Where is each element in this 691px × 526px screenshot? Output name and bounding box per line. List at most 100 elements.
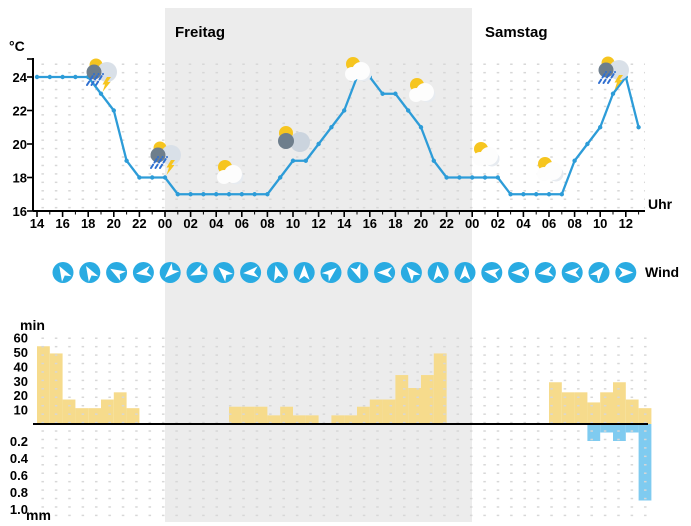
temperature-point — [34, 74, 40, 80]
dark-cloud-icon — [86, 64, 102, 80]
temp-y-tick-label: 24 — [13, 70, 28, 85]
wind-arrow-icon — [243, 266, 259, 278]
temperature-point — [534, 192, 539, 197]
temperature-point — [598, 125, 603, 130]
wind-arrow-icon — [538, 265, 554, 277]
hour-tick-label: 00 — [158, 216, 172, 231]
rain-streak-icon — [598, 71, 607, 84]
hour-tick-label: 06 — [542, 216, 556, 231]
cloud-icon — [480, 147, 498, 165]
lightning-icon — [166, 160, 175, 175]
dot-grid-sun-precip — [33, 331, 648, 520]
rain-streak-icon — [86, 73, 95, 86]
temperature-point — [278, 175, 283, 180]
hour-tick-label: 16 — [55, 216, 69, 231]
temperature-point — [457, 175, 462, 180]
temperature-point — [572, 158, 577, 163]
hour-tick-label: 20 — [107, 216, 121, 231]
temp-y-tick-label: 16 — [13, 204, 27, 219]
wind-arrow-icon — [350, 263, 361, 280]
temperature-point — [406, 108, 411, 113]
temp-axis-unit: °C — [9, 38, 25, 54]
temperature-point — [418, 125, 424, 130]
temperature-point — [226, 192, 232, 197]
hour-tick-label: 20 — [414, 216, 428, 231]
hour-tick-label: 06 — [235, 216, 249, 231]
wind-arrow-icon — [321, 267, 337, 282]
day-label-friday: Freitag — [175, 24, 226, 41]
wind-arrow-icon — [136, 265, 152, 277]
temperature-point — [610, 91, 616, 96]
temperature-point — [380, 91, 385, 96]
hour-tick-label: 18 — [81, 216, 95, 231]
temperature-point — [98, 91, 104, 96]
temperature-point — [559, 192, 564, 197]
wind-arrow-icon — [511, 267, 527, 278]
hour-tick-label: 04 — [209, 216, 224, 231]
lightning-icon — [102, 77, 111, 92]
hour-tick-label: 04 — [516, 216, 531, 231]
temperature-point — [47, 74, 52, 80]
cloud-icon — [290, 132, 310, 152]
wind-arrow-icon — [164, 263, 180, 278]
rain-streak-icon — [150, 156, 159, 169]
temperature-point — [188, 192, 193, 197]
rain-streak-icon — [602, 71, 612, 84]
rain-streak-icon — [95, 73, 104, 86]
wind-arrow-icon — [110, 268, 126, 282]
temperature-point — [585, 141, 590, 147]
wind-arrow-icon — [377, 267, 393, 278]
temperature-point — [111, 108, 117, 113]
weather-icon-sun-cloud — [217, 160, 244, 185]
wind-arrow-icon — [589, 266, 604, 282]
time-axis-unit: Uhr — [648, 196, 673, 212]
hour-tick-label: 12 — [311, 216, 325, 231]
temperature-point — [265, 192, 270, 197]
wind-arrow-icon — [564, 267, 580, 278]
temperature-point — [214, 192, 219, 197]
lightning-icon — [614, 75, 623, 90]
temperature-point — [60, 74, 65, 80]
weather-icon-thunderstorm — [598, 56, 629, 90]
temp-y-tick-label: 18 — [13, 171, 27, 186]
temperature-point — [636, 125, 641, 130]
hour-tick-label: 02 — [183, 216, 197, 231]
hour-tick-label: 08 — [260, 216, 274, 231]
weather-icon-sun-cloud — [409, 78, 436, 103]
hour-tick-label: 10 — [593, 216, 607, 231]
temperature-point — [137, 175, 142, 180]
temperature-point — [290, 158, 296, 163]
temperature-point — [482, 175, 488, 180]
wind-arrow-icon — [218, 267, 233, 282]
temperature-point — [495, 175, 500, 180]
weather-icon-thunderstorm — [86, 58, 117, 92]
sun-y-tick-label: 20 — [14, 388, 28, 403]
wind-arrow-icon — [298, 265, 310, 280]
cloud-icon — [416, 83, 434, 101]
hour-tick-label: 22 — [132, 216, 146, 231]
wind-arrow-icon — [618, 267, 634, 278]
precip-axis-unit: mm — [26, 507, 51, 523]
sun-y-tick-label: 50 — [14, 345, 28, 360]
temperature-point — [73, 74, 78, 80]
rain-streak-icon — [159, 156, 168, 169]
temperature-point — [201, 192, 206, 197]
hour-tick-label: 10 — [286, 216, 300, 231]
weather-icon-sun-cloud — [345, 57, 372, 82]
wind-arrow-icon — [59, 266, 72, 282]
temperature-point — [393, 91, 398, 96]
temperature-point — [150, 175, 155, 180]
hour-tick-label: 12 — [619, 216, 633, 231]
wind-arrow-icon — [274, 265, 285, 282]
wind-arrow-icon — [86, 266, 99, 282]
temperature-point — [508, 192, 513, 197]
day-label-saturday: Samstag — [485, 24, 548, 41]
temperature-point — [342, 108, 347, 113]
precip-y-tick-label: 0.6 — [10, 468, 28, 483]
precip-y-tick-label: 0.2 — [10, 434, 28, 449]
hour-tick-label: 22 — [439, 216, 453, 231]
temperature-point — [521, 192, 526, 197]
dark-cloud-icon — [150, 147, 166, 163]
weather-icon-thunderstorm — [150, 141, 181, 175]
